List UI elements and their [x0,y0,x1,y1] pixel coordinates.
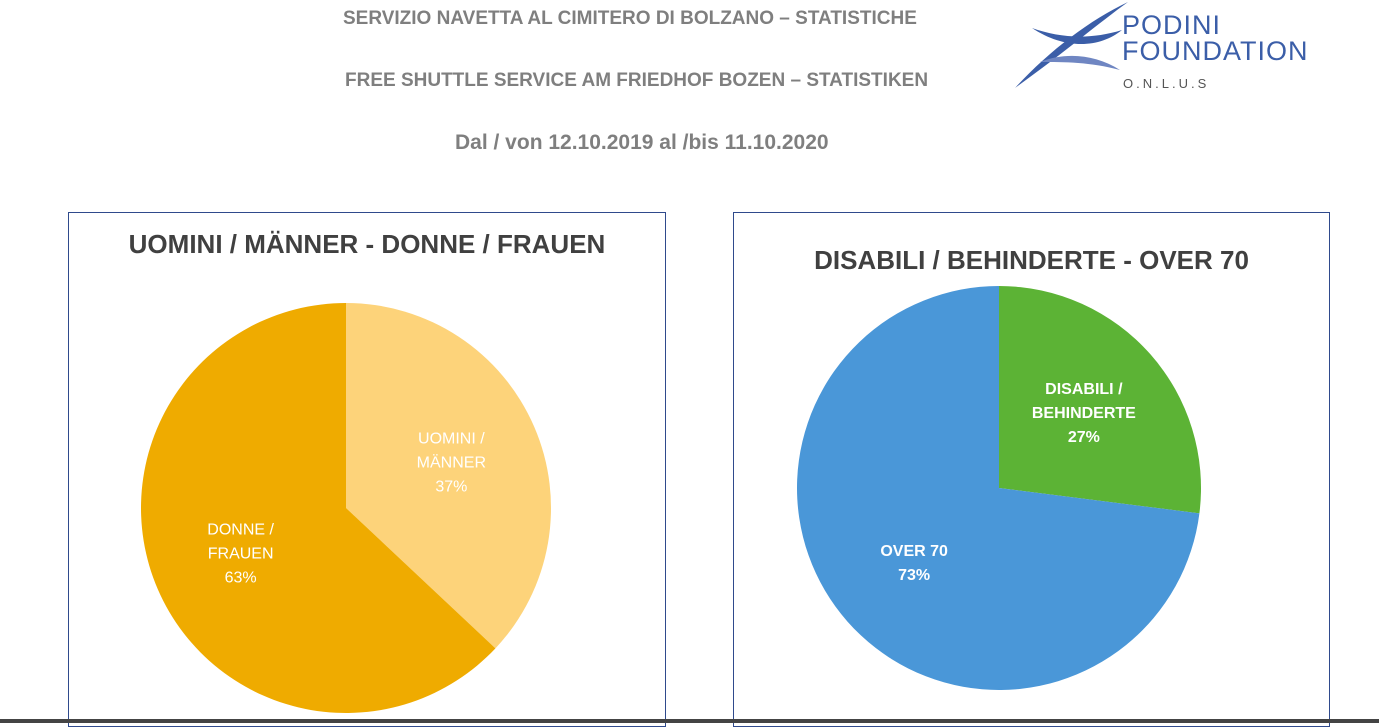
header-title-de: FREE SHUTTLE SERVICE AM FRIEDHOF BOZEN –… [345,70,929,91]
gender-chart-title: UOMINI / MÄNNER - DONNE / FRAUEN [128,229,606,259]
pie-slice-2 [797,286,1200,690]
bottom-divider [0,719,1379,723]
pie-slice-name: MÄNNER [417,453,486,471]
pie-slice-percent: 73% [898,567,930,584]
pie-slice-name: FRAUEN [208,546,274,563]
pie-slice-name: BEHINDERTE [1032,405,1136,422]
disability-pie-chart: DISABILI / BEHINDERTE 27% OVER 70 73% [797,286,1201,690]
pie-slice-1 [346,303,551,649]
pie-slice-name: OVER 70 [880,543,948,560]
header-date-range: Dal / von 12.10.2019 al /bis 11.10.2020 [455,131,829,154]
pie-slice-label-1: UOMINI / MÄNNER 37% [417,430,486,495]
pie-slice-name: UOMINI / [418,430,485,447]
pie-slice-name: DONNE / [207,522,274,539]
logo-text-onlus: O.N.L.U.S [1123,76,1210,91]
disability-chart-title: DISABILI / BEHINDERTE - OVER 70 [814,245,1249,275]
header-title-it: SERVIZIO NAVETTA AL CIMITERO DI BOLZANO … [343,8,917,29]
pie-slice-label-1: DISABILI / BEHINDERTE 27% [1032,381,1136,446]
podini-logo-icon [1015,2,1128,88]
gender-chart-panel: UOMINI / MÄNNER - DONNE / FRAUEN UOMINI … [68,212,666,727]
logo-text-foundation: FOUNDATION [1122,36,1309,66]
pie-slice-2 [140,303,496,713]
logo-text-podini: PODINI [1122,10,1222,40]
gender-pie-chart: UOMINI / MÄNNER 37% DONNE / FRAUEN 63% [140,303,551,713]
disability-chart-panel: DISABILI / BEHINDERTE - OVER 70 DISABILI… [733,212,1330,727]
pie-slice-percent: 37% [435,478,467,495]
pie-slice-label-2: DONNE / FRAUEN 63% [207,522,274,587]
pie-slice-name: DISABILI / [1045,381,1123,398]
pie-slice-percent: 63% [225,570,257,587]
pie-slice-percent: 27% [1068,429,1100,446]
pie-slice-1 [999,286,1201,514]
pie-slice-label-2: OVER 70 73% [880,543,948,584]
